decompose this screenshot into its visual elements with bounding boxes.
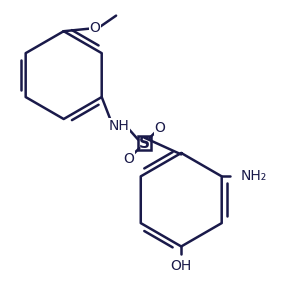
Text: O: O xyxy=(123,152,134,166)
Text: NH: NH xyxy=(109,119,129,133)
FancyBboxPatch shape xyxy=(138,136,151,150)
Text: S: S xyxy=(139,136,150,151)
Text: O: O xyxy=(90,21,100,35)
Text: O: O xyxy=(154,121,165,134)
Text: OH: OH xyxy=(171,259,192,273)
Text: NH₂: NH₂ xyxy=(241,169,267,183)
